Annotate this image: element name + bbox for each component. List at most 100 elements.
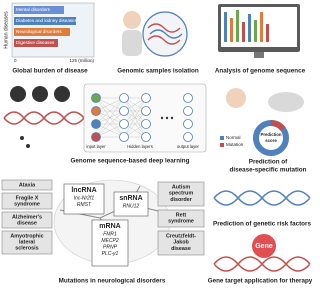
sample-strand	[149, 29, 183, 39]
disease-label: Autism	[172, 184, 190, 190]
node	[183, 93, 193, 103]
edge	[95, 97, 125, 112]
node	[183, 106, 193, 116]
rna-box	[113, 191, 149, 217]
disease-label: Amyotrophic	[10, 233, 43, 239]
edge	[123, 97, 147, 125]
caption: Genomic samples isolation	[117, 68, 199, 75]
layer-label: Hidden layers	[127, 144, 153, 149]
node	[141, 93, 151, 103]
disease-label: disorder	[170, 197, 192, 203]
node	[119, 93, 129, 103]
disease-label: disease	[171, 246, 191, 252]
sequence-bars	[224, 10, 269, 42]
dot	[165, 116, 169, 120]
node	[183, 119, 193, 129]
edge	[123, 110, 147, 138]
axis-label: Human diseases	[3, 11, 9, 49]
caption: Prediction of	[249, 159, 288, 166]
disease-box	[157, 209, 205, 228]
gene-label: RMST	[77, 202, 92, 208]
legend-label: Normal	[226, 135, 241, 140]
bar-label: Diabetes and kidney diseases	[16, 18, 78, 23]
nn-frame	[83, 83, 207, 153]
score-label: Prediction	[260, 132, 281, 137]
bar	[14, 39, 58, 47]
disease-label: Creutzfeldt-	[166, 233, 196, 239]
gene-label: RNU12	[123, 203, 140, 209]
person-head	[123, 11, 141, 29]
disease-box	[1, 192, 53, 210]
node	[119, 106, 129, 116]
caption: Gene target application for therapy	[208, 278, 312, 285]
caption: Global burden of disease	[12, 68, 88, 75]
gene-label: lnc-Nr2f1	[74, 195, 95, 201]
node	[91, 106, 101, 116]
edge	[95, 97, 125, 138]
node	[91, 93, 101, 103]
caption: Genome sequence-based deep learning	[71, 158, 190, 165]
edge	[123, 97, 147, 138]
caption: disease-specific mutation	[230, 167, 307, 174]
disease-label: spectrum	[169, 191, 193, 197]
node	[119, 119, 129, 129]
gene-badge	[252, 234, 276, 258]
disease-box	[1, 211, 53, 229]
disease-box	[157, 181, 205, 207]
bar-label: Digestive diseases	[16, 40, 55, 45]
neural-network	[91, 93, 193, 142]
rna-title: mRNA	[99, 223, 120, 230]
layer-label: input layer	[86, 144, 106, 149]
score-label: score	[265, 138, 277, 143]
bar-label: Neurological disorders	[16, 29, 62, 34]
disease-label: Jakob	[173, 240, 189, 246]
person-head	[54, 86, 70, 102]
bar	[14, 28, 70, 36]
node	[91, 119, 101, 129]
caption: Mutations in neurological disorders	[59, 278, 166, 285]
person-head	[226, 88, 246, 108]
dot	[26, 144, 30, 148]
node	[141, 106, 151, 116]
tick-label: 0	[14, 58, 17, 63]
disease-box	[1, 230, 53, 255]
caption: Prediction of genetic risk factors	[213, 221, 311, 228]
sample-strand	[147, 23, 181, 45]
mouse	[268, 92, 304, 112]
disease-box	[157, 230, 205, 256]
node	[141, 132, 151, 142]
edge	[95, 97, 125, 125]
legend-label: Mutation	[226, 142, 244, 147]
rna-title: lncRNA	[71, 187, 96, 194]
score-donut-mutation	[270, 120, 286, 132]
disease-label: Rett	[176, 212, 187, 218]
gene-label: PLC-γ1	[102, 251, 119, 257]
monitor-stand	[254, 52, 264, 58]
bar-label: Mental disorders	[16, 7, 51, 12]
node	[141, 119, 151, 129]
disease-label: syndrome	[168, 219, 194, 225]
disease-label: sclerosis	[15, 245, 38, 251]
bar	[14, 6, 64, 14]
disease-label: Fragile X	[16, 195, 39, 201]
disease-label: lateral	[19, 239, 35, 245]
disease-label: Alzheimer's	[12, 214, 42, 220]
layer-label: output layer	[177, 144, 199, 149]
dot	[20, 136, 24, 140]
person-body	[122, 30, 142, 56]
node	[119, 132, 129, 142]
caption: Analysis of genome sequence	[215, 68, 306, 75]
rna-box	[63, 183, 105, 215]
dot	[170, 116, 174, 120]
node	[91, 132, 101, 142]
legend-swatch	[220, 143, 224, 147]
gene-label: Gene	[255, 243, 273, 250]
disease-label: syndrome	[14, 201, 40, 207]
rna-box	[91, 219, 129, 267]
sample-circle	[142, 11, 188, 57]
disease-label: Ataxia	[19, 182, 36, 188]
bar	[14, 17, 76, 25]
edge	[95, 110, 125, 138]
gene-label: FMR1	[103, 231, 117, 237]
